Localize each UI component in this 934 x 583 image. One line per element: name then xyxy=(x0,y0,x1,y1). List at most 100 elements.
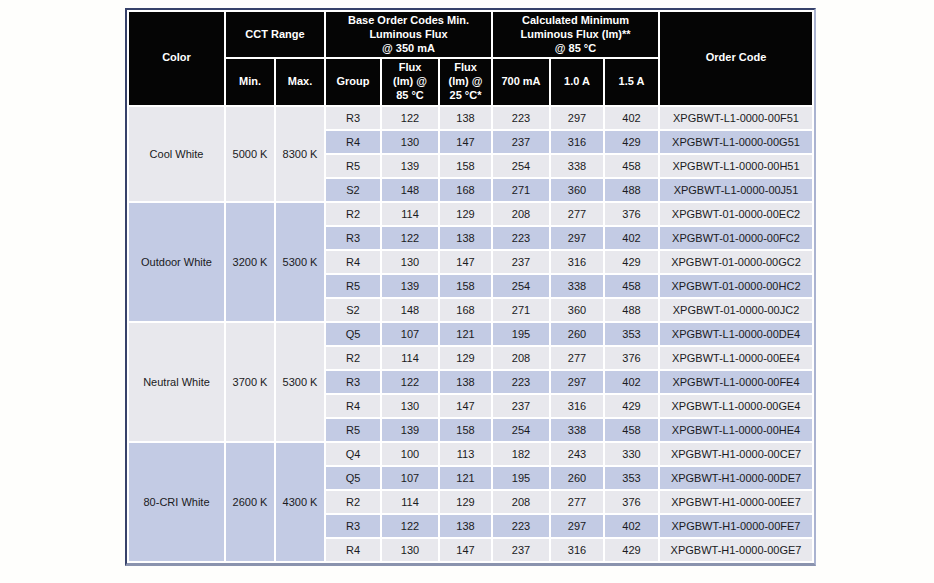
header-cct-max: Max. xyxy=(276,59,324,104)
header-order-code: Order Code xyxy=(660,12,812,105)
cell-1-0a: 297 xyxy=(551,371,603,393)
header-color: Color xyxy=(129,12,224,105)
cell-1-5a: 429 xyxy=(605,539,658,561)
cell-1-0a: 260 xyxy=(551,467,603,489)
cell-group: R4 xyxy=(326,131,380,153)
cell-group: R2 xyxy=(326,491,380,513)
table-row: Neutral White3700 K5300 KQ51071211952603… xyxy=(129,323,812,345)
cell-1-5a: 402 xyxy=(605,515,658,537)
cell-flux-85c: 114 xyxy=(382,347,438,369)
cell-1-5a: 488 xyxy=(605,179,658,201)
cell-flux-85c: 107 xyxy=(382,467,438,489)
cell-order-code: XPGBWT-L1-0000-00F51 xyxy=(660,107,812,129)
cell-700ma: 237 xyxy=(493,395,549,417)
cell-flux-25c: 147 xyxy=(440,539,491,561)
cell-group: R4 xyxy=(326,539,380,561)
cell-group: S2 xyxy=(326,179,380,201)
table-body: Cool White5000 K8300 KR3122138223297402X… xyxy=(129,107,812,561)
cell-order-code: XPGBWT-L1-0000-00DE4 xyxy=(660,323,812,345)
cell-flux-85c: 122 xyxy=(382,371,438,393)
cell-group: R3 xyxy=(326,371,380,393)
cell-700ma: 223 xyxy=(493,515,549,537)
cell-700ma: 254 xyxy=(493,275,549,297)
cell-group: R4 xyxy=(326,251,380,273)
header-flux-25c: Flux (lm) @ 25 °C* xyxy=(440,59,491,104)
cell-flux-85c: 107 xyxy=(382,323,438,345)
cell-group: R4 xyxy=(326,395,380,417)
header-flux-85c: Flux (lm) @ 85 °C xyxy=(382,59,438,104)
cell-700ma: 223 xyxy=(493,107,549,129)
cell-1-0a: 316 xyxy=(551,251,603,273)
cct-max-cell: 8300 K xyxy=(276,107,324,201)
cell-700ma: 208 xyxy=(493,491,549,513)
cell-flux-25c: 147 xyxy=(440,251,491,273)
cell-flux-25c: 129 xyxy=(440,491,491,513)
cell-group: Q5 xyxy=(326,323,380,345)
cell-flux-85c: 122 xyxy=(382,515,438,537)
cell-flux-25c: 147 xyxy=(440,395,491,417)
cell-700ma: 223 xyxy=(493,227,549,249)
table-row: Outdoor White3200 K5300 KR21141292082773… xyxy=(129,203,812,225)
cct-min-cell: 2600 K xyxy=(226,443,274,561)
cell-flux-25c: 129 xyxy=(440,347,491,369)
cell-700ma: 254 xyxy=(493,419,549,441)
color-group-cell: 80-CRI White xyxy=(129,443,224,561)
cell-700ma: 271 xyxy=(493,299,549,321)
cell-group: R5 xyxy=(326,419,380,441)
color-group-cell: Outdoor White xyxy=(129,203,224,321)
cell-order-code: XPGBWT-L1-0000-00GE4 xyxy=(660,395,812,417)
cell-order-code: XPGBWT-01-0000-00FC2 xyxy=(660,227,812,249)
cell-700ma: 195 xyxy=(493,323,549,345)
header-700ma: 700 mA xyxy=(493,59,549,104)
led-flux-order-code-table: Color CCT Range Base Order Codes Min. Lu… xyxy=(125,8,816,566)
cell-flux-25c: 113 xyxy=(440,443,491,465)
header-1-5a: 1.5 A xyxy=(605,59,658,104)
cell-order-code: XPGBWT-01-0000-00EC2 xyxy=(660,203,812,225)
cell-order-code: XPGBWT-L1-0000-00H51 xyxy=(660,155,812,177)
cell-flux-25c: 138 xyxy=(440,107,491,129)
cell-group: S2 xyxy=(326,299,380,321)
header-row-top: Color CCT Range Base Order Codes Min. Lu… xyxy=(129,12,812,57)
cell-flux-85c: 148 xyxy=(382,179,438,201)
cell-flux-85c: 130 xyxy=(382,395,438,417)
cell-flux-85c: 139 xyxy=(382,419,438,441)
cell-1-5a: 402 xyxy=(605,371,658,393)
cell-flux-85c: 114 xyxy=(382,203,438,225)
cell-1-0a: 338 xyxy=(551,419,603,441)
cell-flux-85c: 122 xyxy=(382,227,438,249)
cell-order-code: XPGBWT-L1-0000-00HE4 xyxy=(660,419,812,441)
color-group-cell: Cool White xyxy=(129,107,224,201)
cell-flux-25c: 158 xyxy=(440,419,491,441)
cell-flux-25c: 138 xyxy=(440,371,491,393)
cell-1-0a: 316 xyxy=(551,395,603,417)
cell-group: R5 xyxy=(326,155,380,177)
cell-order-code: XPGBWT-L1-0000-00G51 xyxy=(660,131,812,153)
cct-min-cell: 3200 K xyxy=(226,203,274,321)
cell-700ma: 237 xyxy=(493,251,549,273)
cell-1-0a: 277 xyxy=(551,347,603,369)
cell-1-5a: 458 xyxy=(605,275,658,297)
cell-order-code: XPGBWT-H1-0000-00GE7 xyxy=(660,539,812,561)
header-group: Group xyxy=(326,59,380,104)
table-row: Cool White5000 K8300 KR3122138223297402X… xyxy=(129,107,812,129)
cell-1-0a: 360 xyxy=(551,179,603,201)
cell-1-5a: 402 xyxy=(605,227,658,249)
cell-flux-85c: 130 xyxy=(382,251,438,273)
cell-order-code: XPGBWT-L1-0000-00J51 xyxy=(660,179,812,201)
cell-1-5a: 376 xyxy=(605,203,658,225)
header-calculated-minimum-flux: Calculated Minimum Luminous Flux (lm)** … xyxy=(493,12,658,57)
page: Color CCT Range Base Order Codes Min. Lu… xyxy=(0,0,934,583)
cell-flux-25c: 168 xyxy=(440,299,491,321)
cct-max-cell: 5300 K xyxy=(276,323,324,441)
cct-max-cell: 5300 K xyxy=(276,203,324,321)
cell-flux-25c: 121 xyxy=(440,323,491,345)
cell-flux-25c: 168 xyxy=(440,179,491,201)
cell-flux-25c: 138 xyxy=(440,515,491,537)
header-1-0a: 1.0 A xyxy=(551,59,603,104)
cell-order-code: XPGBWT-H1-0000-00FE7 xyxy=(660,515,812,537)
cell-700ma: 271 xyxy=(493,179,549,201)
cell-flux-25c: 129 xyxy=(440,203,491,225)
cell-1-0a: 297 xyxy=(551,107,603,129)
color-group-cell: Neutral White xyxy=(129,323,224,441)
cell-1-0a: 243 xyxy=(551,443,603,465)
